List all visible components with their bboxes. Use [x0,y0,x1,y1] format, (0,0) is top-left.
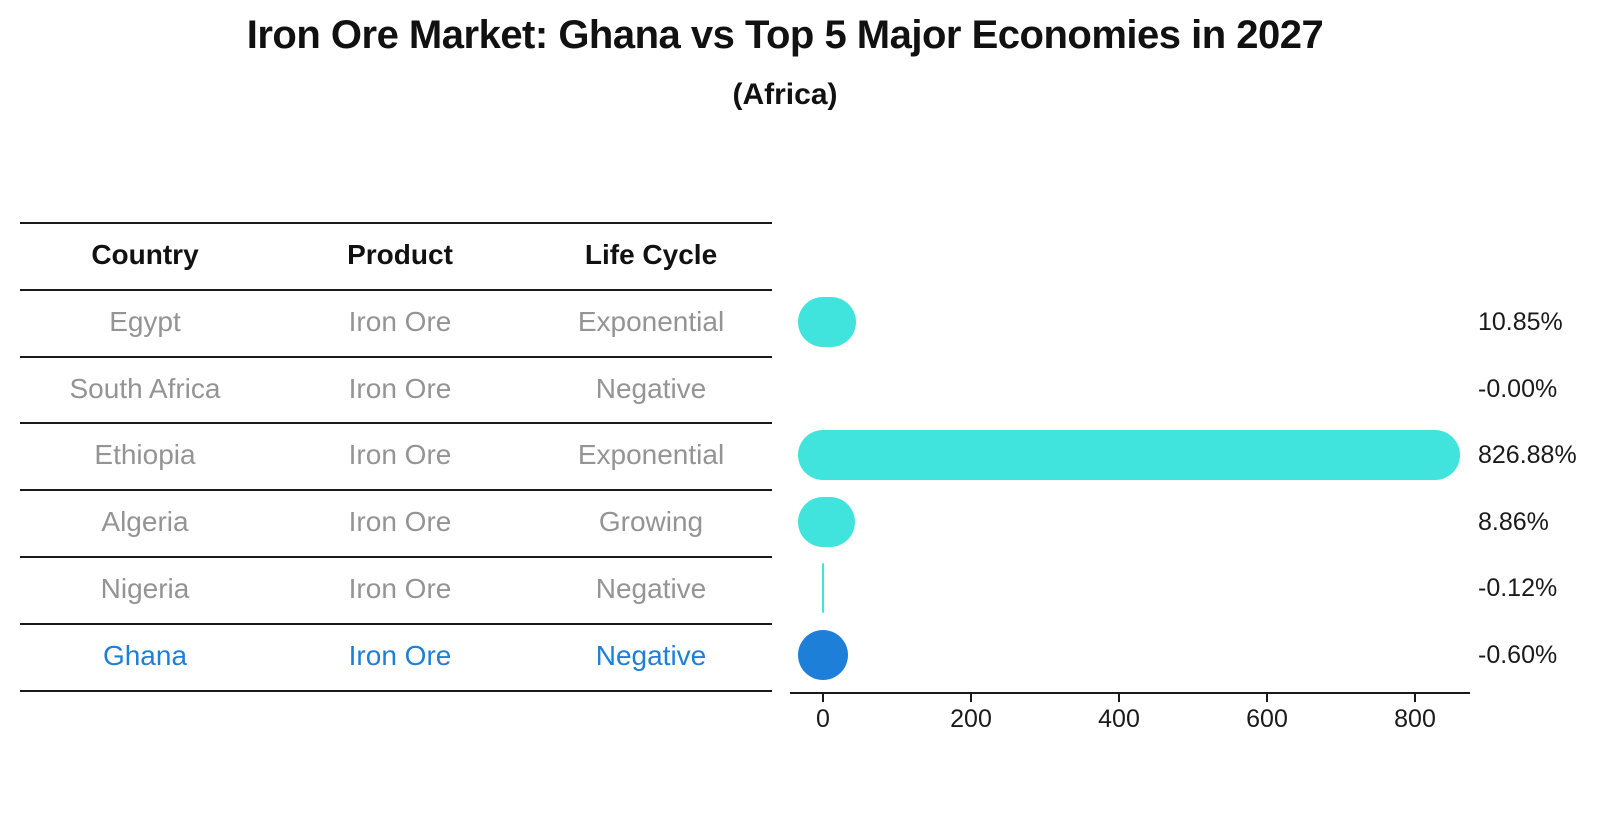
value-label-egypt: 10.85% [1478,308,1563,336]
table-row: Algeria Iron Ore Growing [20,489,772,555]
cell-country: Algeria [101,506,189,537]
cell-country: South Africa [69,373,221,404]
table-header-row: Country Product Life Cycle [20,222,772,288]
bar-algeria [798,497,855,547]
cell-product: Iron Ore [348,640,452,671]
cell-country: Ghana [102,640,188,671]
cell-product: Iron Ore [348,506,452,537]
x-axis-tick [1118,694,1120,702]
cell-country: Egypt [109,306,181,337]
table-header-rule [20,289,772,291]
chart-title: Iron Ore Market: Ghana vs Top 5 Major Ec… [246,13,1324,57]
bar-ethiopia [798,430,1460,480]
x-axis-tick [970,694,972,702]
value-label-south-africa: -0.00% [1478,375,1558,403]
table-row-rule [20,556,772,558]
cell-product: Iron Ore [348,373,452,404]
x-tick-label: 800 [1394,705,1436,733]
x-axis-tick [1414,694,1416,702]
column-header-life-cycle: Life Cycle [584,239,718,270]
cell-country: Ethiopia [94,439,196,470]
value-label-ethiopia: 826.88% [1478,441,1577,469]
column-header-product: Product [347,239,453,270]
cell-product: Iron Ore [348,306,452,337]
cell-life-cycle: Negative [595,640,707,671]
value-label-ghana: -0.60% [1478,641,1558,669]
cell-life-cycle: Negative [595,573,707,604]
table-row: South Africa Iron Ore Negative [20,356,772,422]
table-row: Egypt Iron Ore Exponential [20,289,772,355]
table-row: Ethiopia Iron Ore Exponential [20,422,772,488]
chart-subtitle: (Africa) [732,78,838,111]
table-row-rule [20,489,772,491]
value-label-nigeria: -0.12% [1478,574,1558,602]
cell-product: Iron Ore [348,439,452,470]
cell-life-cycle: Exponential [577,306,725,337]
bar-egypt [798,297,857,347]
cell-product: Iron Ore [348,573,452,604]
cell-life-cycle: Growing [598,506,704,537]
table-row: Nigeria Iron Ore Negative [20,556,772,622]
table-row-rule [20,623,772,625]
table-top-rule [20,222,772,224]
column-header-country: Country [91,239,199,270]
x-axis-line [790,692,1470,694]
cell-life-cycle: Exponential [577,439,725,470]
x-axis-tick [1266,694,1268,702]
table-bottom-rule [20,690,772,692]
table-row-rule [20,422,772,424]
x-tick-label: 400 [1098,705,1140,733]
cell-country: Nigeria [100,573,190,604]
table-row-rule [20,356,772,358]
x-tick-label: 200 [950,705,992,733]
value-label-algeria: 8.86% [1478,508,1549,536]
x-axis-tick [822,694,824,702]
table-row-ghana-highlight: Ghana Iron Ore Negative [20,623,772,689]
bar-ghana [798,630,848,680]
x-tick-label: 600 [1246,705,1288,733]
x-tick-label: 0 [816,705,830,733]
cell-life-cycle: Negative [595,373,707,404]
bar-nigeria [822,563,824,613]
